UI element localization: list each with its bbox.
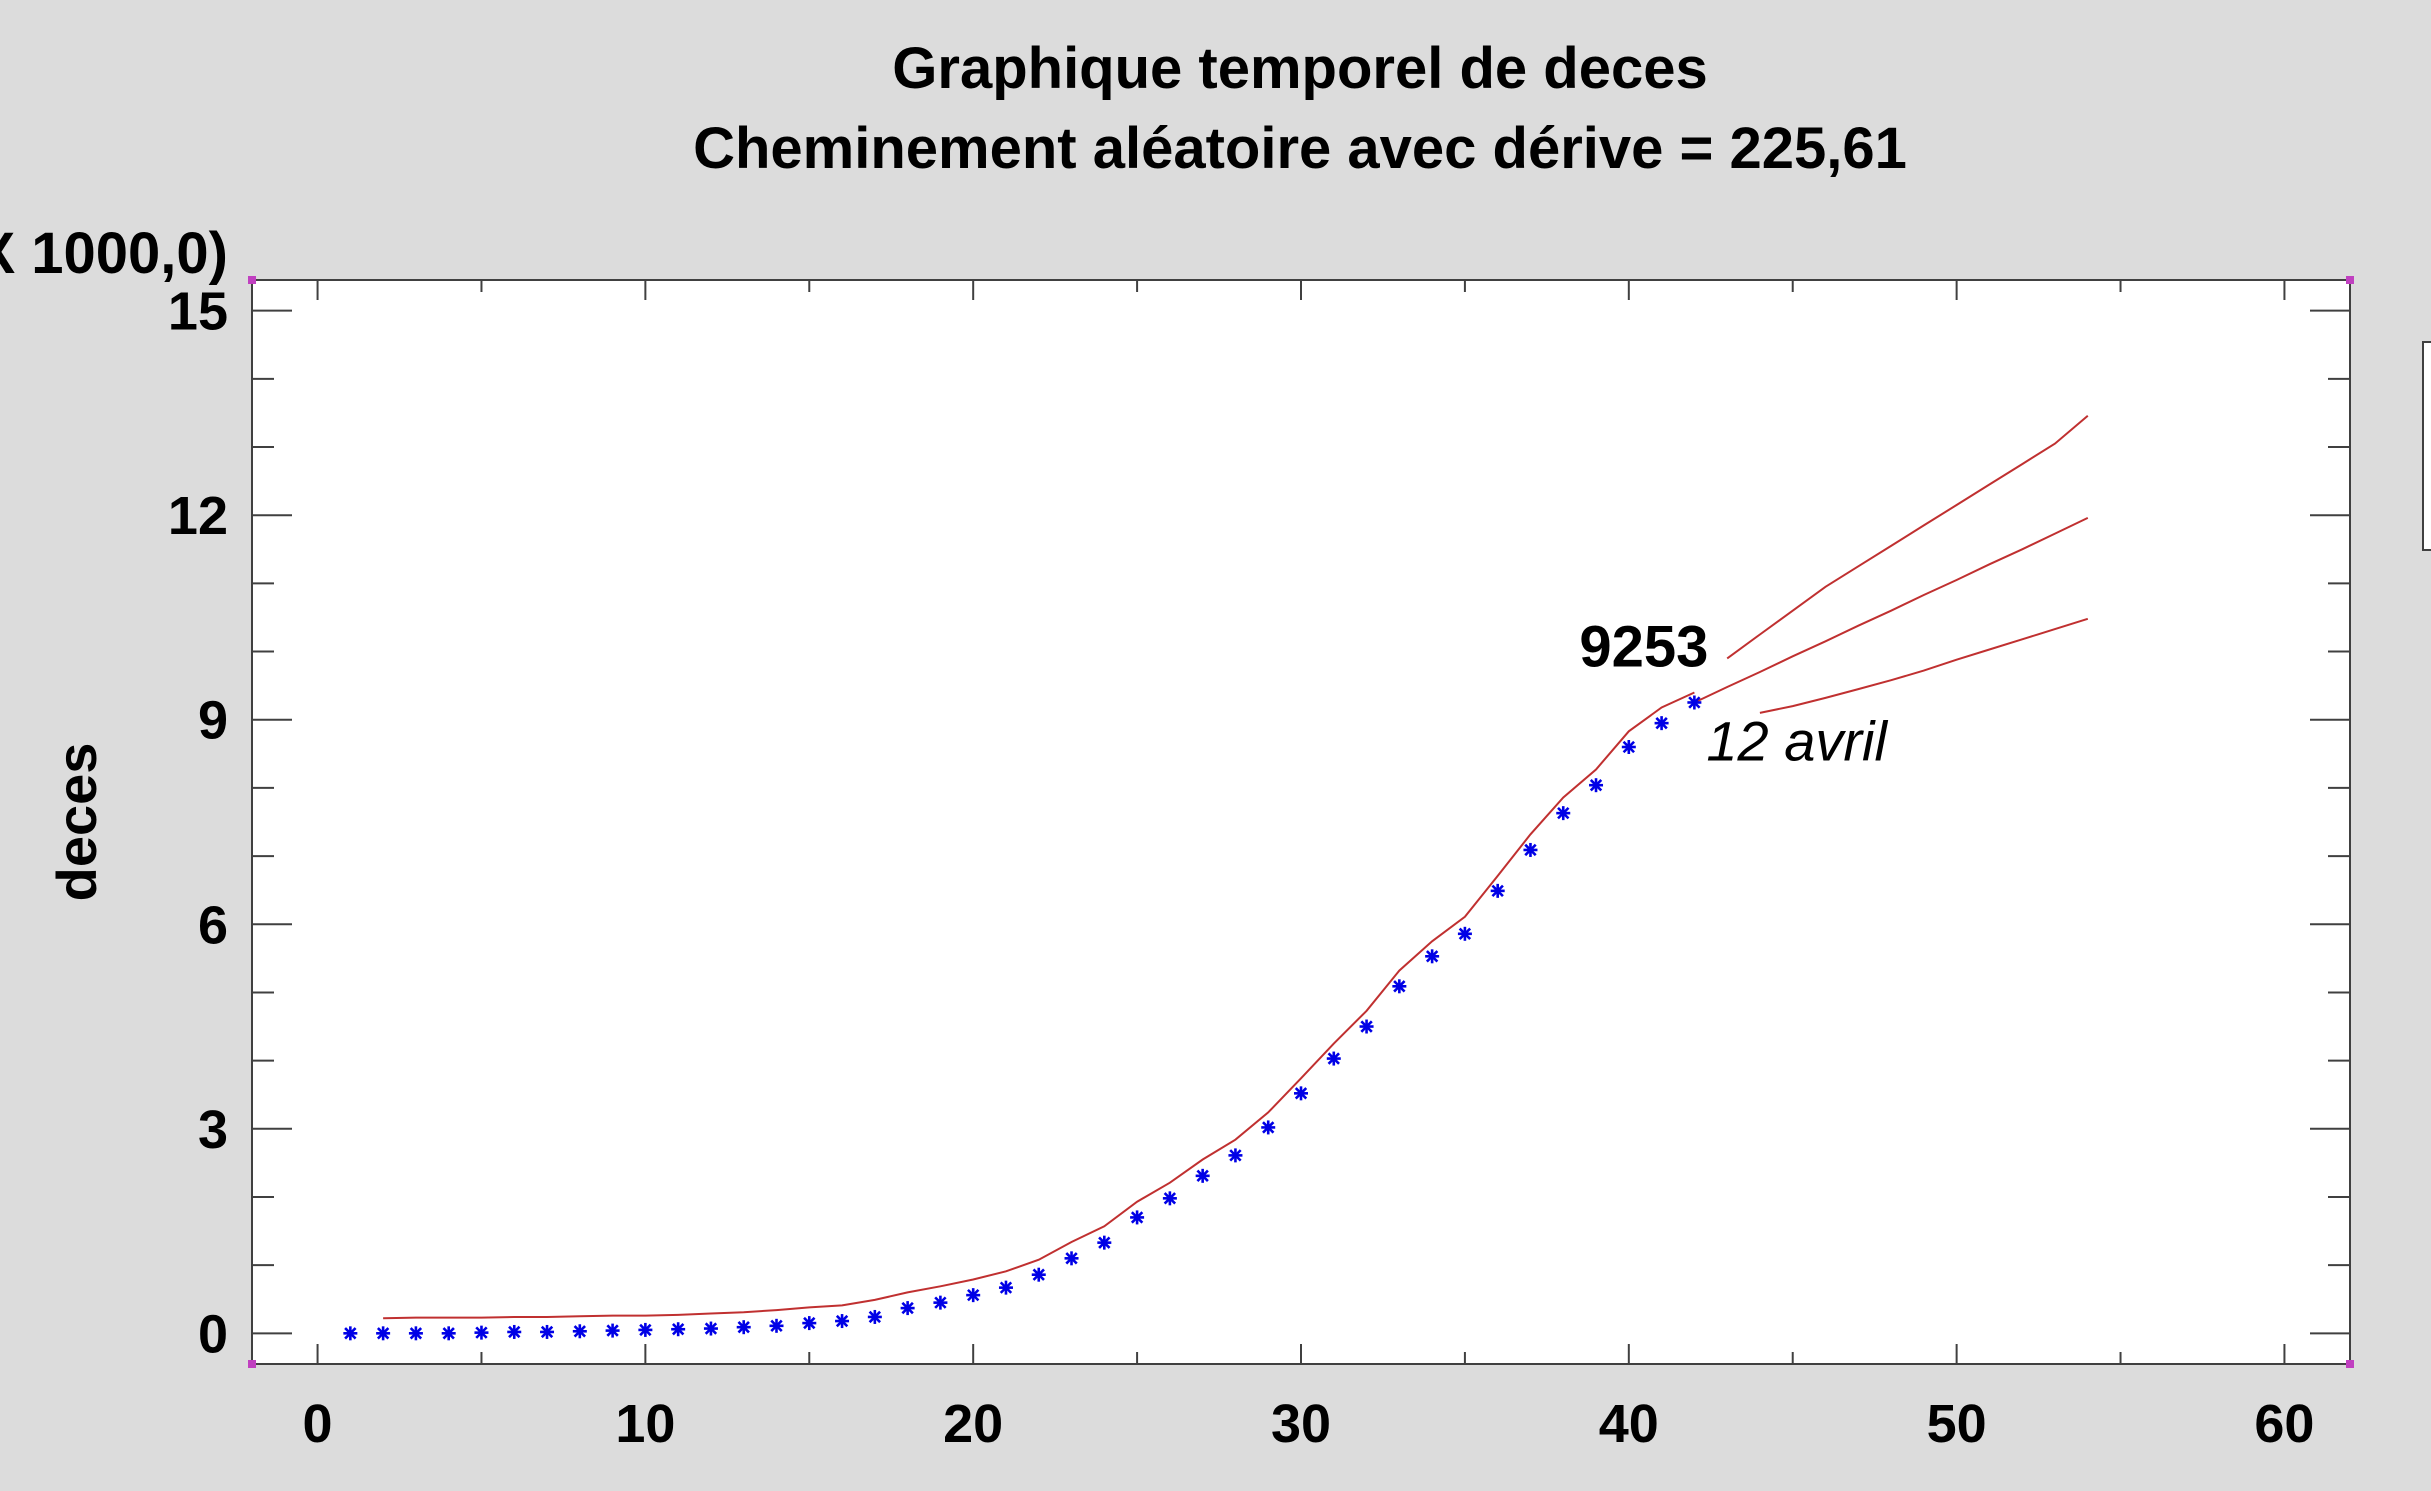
resize-handle[interactable]	[248, 1360, 256, 1368]
data-point	[1621, 740, 1636, 755]
data-point	[998, 1280, 1013, 1295]
y-tick-label: 9	[198, 691, 228, 751]
data-point	[376, 1326, 391, 1341]
data-point	[1654, 716, 1669, 731]
data-point	[1490, 883, 1505, 898]
x-tick-label: 0	[303, 1394, 333, 1454]
data-point	[1064, 1251, 1079, 1266]
data-point	[1031, 1267, 1046, 1282]
chart-subtitle: Cheminement aléatoire avec dérive = 225,…	[693, 116, 1907, 181]
chart-title: Graphique temporel de deces	[892, 36, 1707, 101]
data-point	[1195, 1168, 1210, 1183]
data-point	[1589, 778, 1604, 793]
last-value-annotation: 9253	[1579, 614, 1708, 679]
data-point	[474, 1325, 489, 1340]
series-markers	[343, 695, 1702, 1341]
resize-handle[interactable]	[2346, 1360, 2354, 1368]
x-tick-label: 50	[1927, 1394, 1987, 1454]
data-point	[540, 1324, 555, 1339]
x-tick-label: 30	[1271, 1394, 1331, 1454]
data-point	[703, 1321, 718, 1336]
data-point	[736, 1320, 751, 1335]
data-point	[638, 1322, 653, 1337]
data-point	[1162, 1191, 1177, 1206]
data-point	[408, 1326, 423, 1341]
y-multiplier-label: ( X 1000,0)	[0, 221, 228, 286]
data-point	[867, 1309, 882, 1324]
y-tick-label: 12	[168, 486, 228, 546]
y-tick-label: 6	[198, 895, 228, 955]
data-point	[933, 1295, 948, 1310]
data-point	[1326, 1051, 1341, 1066]
data-point	[1294, 1086, 1308, 1101]
y-axis-label: deces	[45, 743, 108, 902]
fitted-line	[383, 691, 1695, 1320]
data-point	[1261, 1120, 1276, 1135]
axis-tick-labels: 0 10 20 30 40 50 60 0 3 6 9 12 15	[168, 282, 2315, 1454]
plot-area	[251, 279, 2351, 1365]
series-lines	[383, 414, 2089, 1320]
data-point	[1359, 1019, 1374, 1034]
data-point	[605, 1323, 620, 1338]
y-tick-label: 0	[198, 1304, 228, 1364]
data-point	[507, 1324, 522, 1339]
upper-limit-line	[1726, 414, 2089, 660]
x-tick-label: 20	[943, 1394, 1003, 1454]
resize-handle[interactable]	[2346, 276, 2354, 284]
x-tick-label: 40	[1599, 1394, 1659, 1454]
x-tick-label: 10	[615, 1394, 675, 1454]
selection-handles[interactable]	[248, 276, 2354, 1368]
data-point	[1523, 842, 1538, 857]
data-point	[1097, 1235, 1112, 1250]
lower-limit-line	[1759, 617, 2089, 714]
data-point	[1392, 979, 1407, 994]
y-tick-label: 15	[168, 282, 228, 342]
data-point	[1425, 949, 1440, 964]
data-point	[1457, 926, 1472, 941]
data-point	[835, 1314, 850, 1329]
last-date-annotation: 12 avril	[1706, 709, 1888, 772]
data-point	[769, 1318, 784, 1333]
data-point	[572, 1324, 587, 1339]
data-point	[966, 1288, 981, 1303]
data-point	[671, 1322, 686, 1337]
x-tick-label: 60	[2254, 1394, 2314, 1454]
resize-handle[interactable]	[248, 276, 256, 284]
legend-box-stub	[2422, 341, 2431, 551]
forecast-line	[1693, 516, 2089, 704]
data-point	[900, 1301, 915, 1316]
data-point	[1130, 1210, 1145, 1225]
data-point	[802, 1316, 817, 1331]
data-point	[1687, 695, 1702, 710]
data-point	[1228, 1148, 1243, 1163]
data-point	[343, 1326, 358, 1341]
y-tick-label: 3	[198, 1100, 228, 1160]
data-point	[1556, 806, 1571, 821]
axis-ticks	[252, 280, 2350, 1364]
data-point	[441, 1326, 456, 1341]
